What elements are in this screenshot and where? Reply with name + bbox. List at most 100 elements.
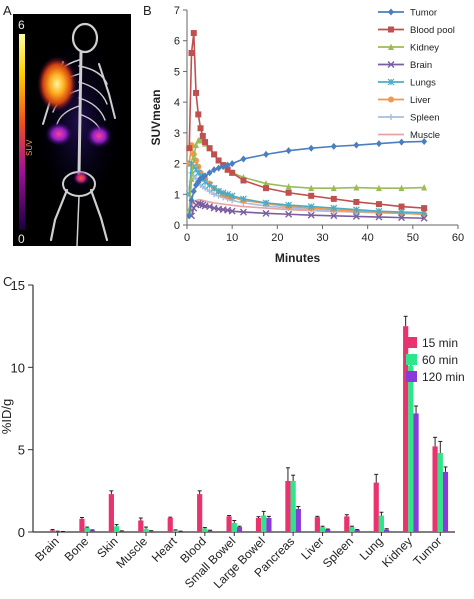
chart-b-y-tick-label: 5 [174,66,180,78]
legend-marker [387,78,395,86]
bar-group-skin-60-min [113,524,120,532]
data-point-tumor [186,212,193,220]
data-point-lungs [228,192,236,200]
data-point-tumor [202,172,209,180]
data-point-blood-pool [195,111,202,118]
data-point-lungs [240,195,247,203]
legend-item-lungs: Lungs [378,78,436,89]
bar-lung-15-min [373,482,379,532]
bar-group-heart-15-min [167,516,173,532]
bar-pancreas-120-min [295,508,301,532]
legend-item-liver: Liver [378,95,431,106]
legend-item-120-min: 120 min [406,370,465,384]
tumor-uptake [37,56,77,112]
data-point-tumor [229,160,236,168]
suv-time-activity-chart: 0 1 2 3 4 5 6 7 0 10 20 30 40 50 60 Minutes SUVmean Tumor… [149,5,464,265]
bar-group-spleen-120-min [354,529,360,532]
bar-group-tumor-60-min [437,440,443,532]
bar-group-liver-15-min [314,515,320,532]
chart-c-y-tick-label: 10 [11,360,25,375]
colorbar [19,34,25,230]
series-line-blood-pool [188,32,425,209]
bar-kidney-15-min [403,326,409,532]
legend-marker [388,96,394,103]
data-point-tumor [398,138,405,146]
bar-bone-120-min [89,530,95,532]
data-point-blood-pool [197,125,204,132]
chart-b-x-tick-label: 40 [362,232,374,244]
bar-group-heart-120-min [178,530,184,533]
bar-lung-60-min [378,515,385,532]
data-point-tumor [263,150,270,158]
legend-label: 120 min [422,370,465,384]
legend-label: Liver [410,95,431,106]
bar-skin-15-min [108,494,114,532]
bar-large-bowel-120-min [266,518,272,532]
legend-label: Brain [410,60,432,71]
data-point-blood-pool [188,50,195,56]
legend-item-spleen: Spleen [378,113,440,124]
chart-c-y-tick-label: 15 [11,278,25,293]
chart-c-y-axis-title: %ID/g [0,399,14,434]
chart-b-x-tick-label: 30 [316,232,328,244]
bar-group-brain-60-min [55,530,61,533]
data-point-blood-pool [186,145,193,152]
panel-label-c: C [3,274,13,289]
bar-blood-60-min [202,528,208,532]
bar-group-large-bowel-120-min [266,515,272,532]
bar-small-bowel-120-min [236,527,243,532]
data-point-tumor [308,144,315,152]
data-point-blood-pool [206,145,213,152]
data-point-brain [398,214,406,222]
mouse-scan-illustration: 6 0 SUV [18,18,121,246]
chart-b-x-tick-label: 20 [271,232,283,244]
bar-group-brain-120-min [60,531,66,533]
chart-b-y-tick-label: 4 [174,97,180,109]
bar-group-small-bowel-15-min [226,515,232,532]
bladder-uptake [73,171,89,185]
data-point-lungs [330,204,338,212]
data-point-brain [194,200,202,207]
data-point-kidney [285,183,292,190]
category-label-heart: Heart [149,534,180,565]
data-point-tumor [330,142,337,150]
data-point-lungs [219,189,227,197]
legend-swatch [406,337,417,348]
bar-group-lung-60-min [378,511,385,532]
data-point-brain [206,203,214,211]
right-kidney-uptake [86,124,112,148]
data-point-blood-pool [193,89,200,96]
bar-small-bowel-15-min [226,516,232,532]
data-point-kidney [188,175,195,182]
bar-group-kidney-120-min [413,405,419,532]
data-point-kidney [375,184,382,192]
bar-tumor-15-min [432,446,438,532]
legend-item-muscle: Muscle [378,130,440,141]
data-point-lungs [398,208,405,216]
data-point-lungs [224,190,232,198]
pet-ct-image: 6 0 SUV [13,14,131,246]
data-point-blood-pool [375,201,382,208]
legend-swatch [406,371,417,382]
bar-group-small-bowel-60-min [231,519,237,532]
series-blood-pool [186,30,428,212]
legend-label: Muscle [410,130,440,141]
chart-b-y-tick-label: 6 [174,36,180,48]
chart-b-y-axis-title: SUVmean [149,89,163,145]
legend-label: Spleen [410,113,440,124]
bar-brain-120-min [60,531,66,533]
data-point-blood-pool [308,192,315,199]
category-label-blood: Blood [177,534,209,566]
legend-label: 15 min [422,336,458,350]
bar-group-bone-15-min [79,517,85,532]
data-point-tumor [215,164,222,172]
bar-group-spleen-15-min [344,514,350,532]
data-point-brain [285,210,293,218]
bar-group-liver-60-min [319,525,326,532]
data-point-blood-pool [330,195,337,202]
chart-b-x-tick-label: 60 [452,232,464,244]
bar-group-pancreas-120-min [295,505,301,532]
category-label-muscle: Muscle [113,534,150,571]
bar-heart-60-min [172,530,179,532]
bar-group-skin-120-min [119,530,125,532]
